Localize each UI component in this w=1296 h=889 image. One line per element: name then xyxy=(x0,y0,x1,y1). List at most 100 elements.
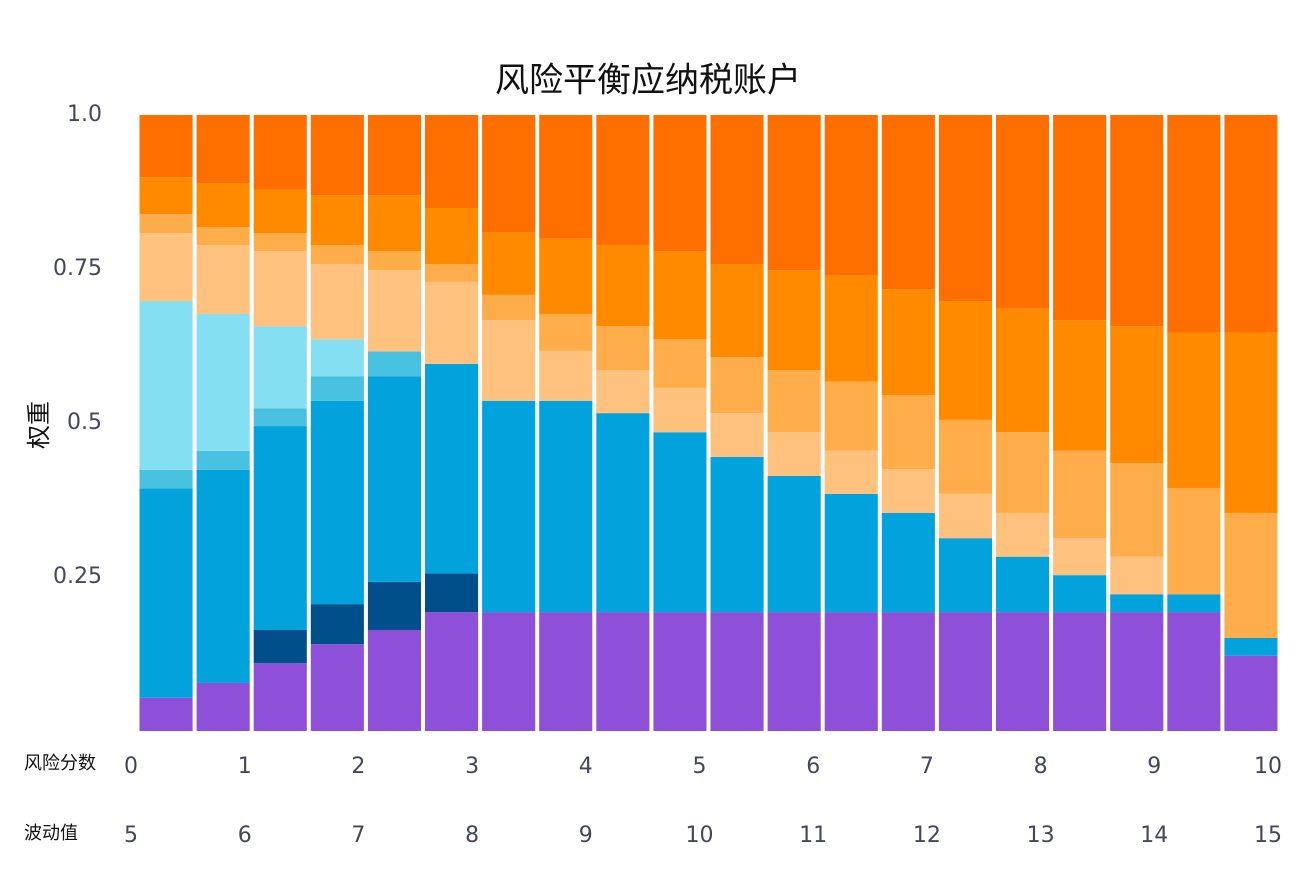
bar-segment xyxy=(425,208,479,265)
bar-segment xyxy=(139,233,193,302)
bar-segment xyxy=(1110,594,1164,613)
bar-segment xyxy=(938,612,992,731)
bar-segment xyxy=(425,573,479,613)
bar-segment xyxy=(653,251,707,340)
bar-segment xyxy=(1053,320,1107,451)
x2-tick-label: 15 xyxy=(1254,823,1282,848)
x-tick-label: 8 xyxy=(1034,754,1048,779)
bar-segment xyxy=(653,612,707,731)
bar-segment xyxy=(482,232,536,295)
x2-axis-label: 波动值 xyxy=(24,823,78,844)
bar-segment xyxy=(824,275,878,382)
bar-segment xyxy=(310,115,364,196)
bar-segment xyxy=(310,339,364,377)
bar-segment xyxy=(824,115,878,276)
bar-segment xyxy=(710,115,764,265)
bar-segment xyxy=(596,244,650,327)
bar-segment xyxy=(938,538,992,613)
bar-segment xyxy=(1053,115,1107,321)
bar-segment xyxy=(253,233,307,252)
bar-segment xyxy=(539,612,593,731)
bar-segment xyxy=(1224,637,1278,656)
bar-segment xyxy=(482,612,536,731)
bar-segment xyxy=(996,308,1050,433)
bar-segment xyxy=(196,115,250,184)
bar-segment xyxy=(539,400,593,613)
bar-segment xyxy=(1224,655,1278,731)
bar-segment xyxy=(139,697,193,731)
x2-tick-label: 14 xyxy=(1140,823,1168,848)
bar-segment xyxy=(253,408,307,427)
bar-segment xyxy=(1224,115,1278,333)
bar-segment xyxy=(367,195,421,252)
bar-segment xyxy=(539,350,593,401)
bar-segment xyxy=(539,115,593,239)
x2-tick-label: 8 xyxy=(465,823,479,848)
x2-tick-label: 5 xyxy=(124,823,138,848)
bar-segment xyxy=(1167,594,1221,613)
bar-segment xyxy=(1053,575,1107,613)
bar-segment xyxy=(253,326,307,409)
bar-segment xyxy=(824,493,878,613)
y-axis-label: 权重 xyxy=(25,401,53,449)
bar-segment xyxy=(310,264,364,340)
bar-segment xyxy=(310,244,364,265)
x-tick-label: 2 xyxy=(351,754,365,779)
bar-segment xyxy=(253,426,307,630)
bar-segment xyxy=(1167,332,1221,489)
x2-tick-label: 6 xyxy=(238,823,252,848)
bar-segment xyxy=(710,357,764,414)
bar-segment xyxy=(938,115,992,302)
x-tick-label: 0 xyxy=(124,754,138,779)
bar-segment xyxy=(310,644,364,731)
bar-segment xyxy=(482,320,536,401)
x2-tick-label: 10 xyxy=(686,823,714,848)
x-tick-label: 1 xyxy=(238,754,252,779)
bar-segment xyxy=(425,115,479,209)
bar-segment xyxy=(196,682,250,731)
bar-segment xyxy=(139,301,193,470)
y-tick-label: 0.5 xyxy=(67,410,102,435)
bar-segment xyxy=(367,251,421,271)
bar-segment xyxy=(710,612,764,731)
bar-segment xyxy=(425,264,479,282)
bar-segment xyxy=(710,456,764,613)
bar-segment xyxy=(196,244,250,314)
bar-segment xyxy=(596,115,650,245)
bar-segment xyxy=(996,115,1050,309)
bar-segment xyxy=(1167,612,1221,731)
bar-segment xyxy=(881,612,935,731)
bar-segment xyxy=(1110,612,1164,731)
bar-segment xyxy=(767,475,821,613)
bar-segment xyxy=(881,469,935,513)
bar-segment xyxy=(139,469,193,489)
bar-segment xyxy=(1053,538,1107,576)
bar-segment xyxy=(710,264,764,358)
bar-segment xyxy=(767,432,821,476)
bar-segment xyxy=(653,339,707,388)
bar-segment xyxy=(367,629,421,731)
bar-segment xyxy=(996,612,1050,731)
bar-segment xyxy=(425,281,479,364)
x-tick-label: 5 xyxy=(693,754,707,779)
bar-segment xyxy=(767,115,821,271)
x2-tick-label: 12 xyxy=(913,823,941,848)
bar-segment xyxy=(596,370,650,414)
bar-segment xyxy=(196,183,250,228)
chart-title: 风险平衡应纳税账户 xyxy=(495,61,801,101)
bar-segment xyxy=(367,376,421,582)
bar-segment xyxy=(253,251,307,327)
bar-segment xyxy=(767,270,821,371)
bar-segment xyxy=(196,469,250,683)
bar-segment xyxy=(653,115,707,252)
bar-segment xyxy=(1110,556,1164,595)
bar-segment xyxy=(824,381,878,451)
bar-segment xyxy=(881,395,935,470)
bar-segment xyxy=(1110,463,1164,557)
y-tick-label: 0.75 xyxy=(53,256,102,281)
bar-segment xyxy=(596,612,650,731)
bar-segment xyxy=(1167,488,1221,595)
bar-segment xyxy=(482,115,536,233)
bar-segment xyxy=(596,413,650,613)
x2-tick-label: 9 xyxy=(579,823,593,848)
